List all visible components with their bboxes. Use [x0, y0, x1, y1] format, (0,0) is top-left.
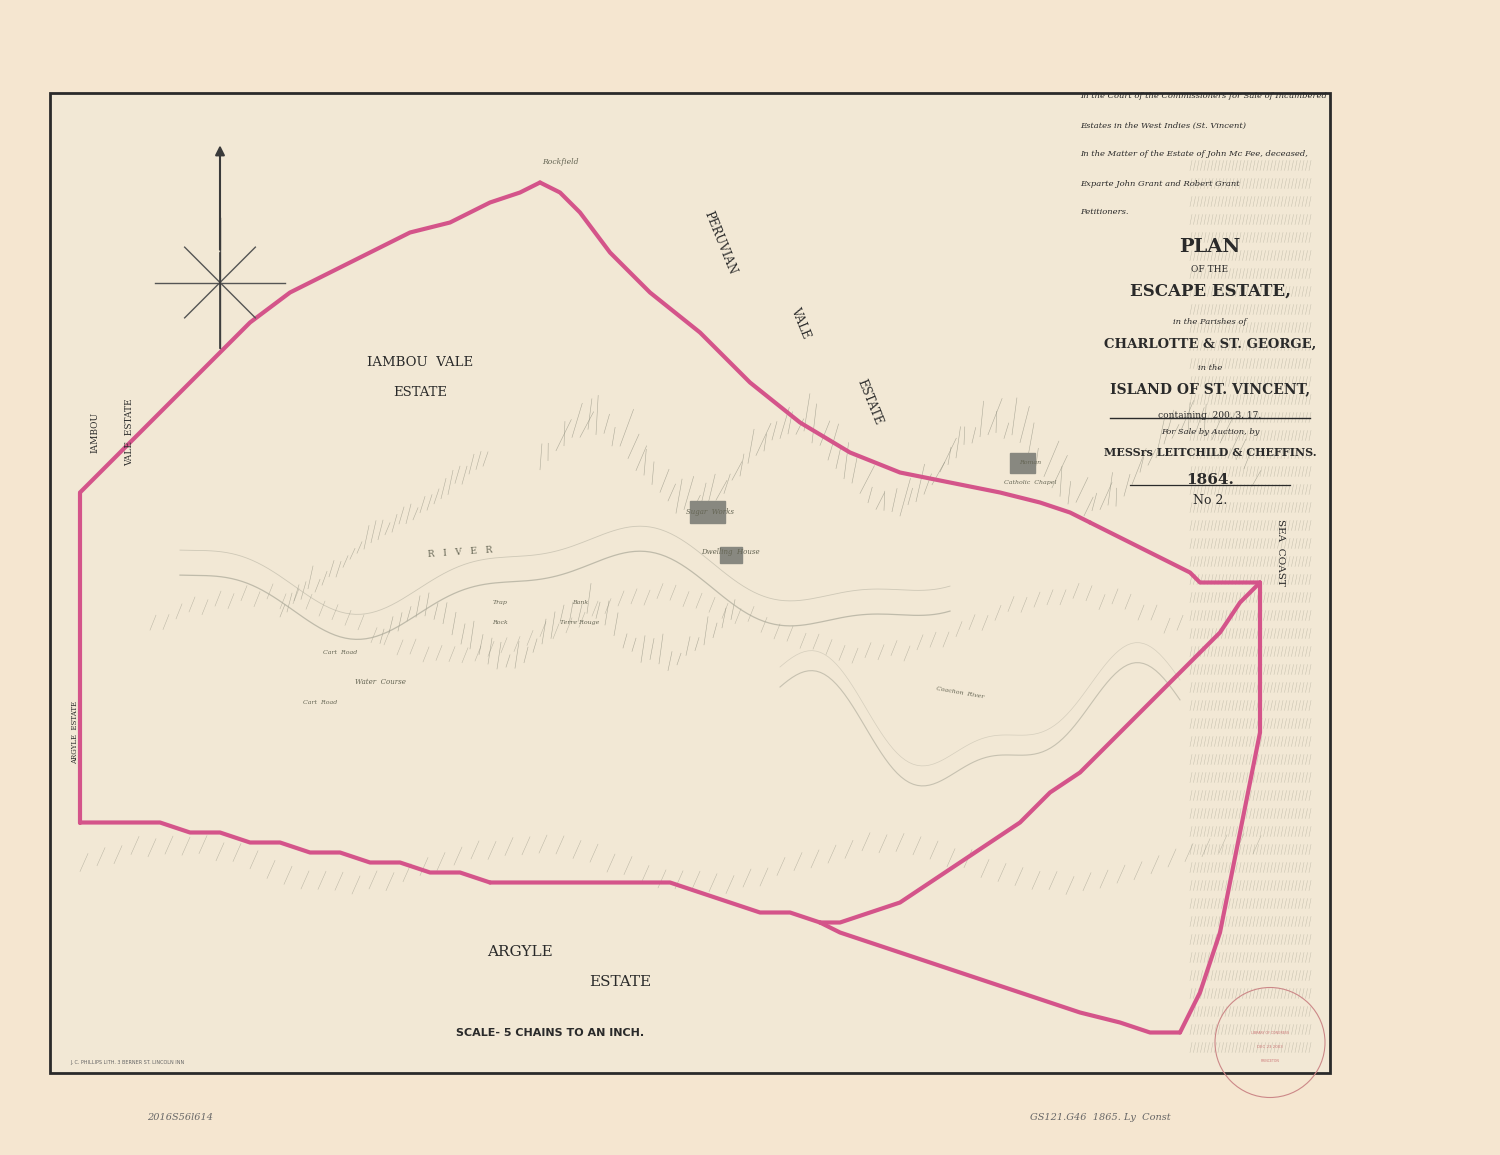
- Text: SCALE- 5 CHAINS TO AN INCH.: SCALE- 5 CHAINS TO AN INCH.: [456, 1028, 644, 1037]
- Text: Rock: Rock: [492, 620, 508, 625]
- Text: CHARLOTTE & ST. GEORGE,: CHARLOTTE & ST. GEORGE,: [1104, 337, 1316, 350]
- Text: IAMBOU  VALE: IAMBOU VALE: [368, 356, 472, 368]
- Text: ESTATE: ESTATE: [855, 378, 885, 427]
- Text: ARGYLE  ESTATE: ARGYLE ESTATE: [70, 701, 80, 765]
- Text: J. C. PHILLIPS LITH. 3 BERNER ST. LINCOLN INN: J. C. PHILLIPS LITH. 3 BERNER ST. LINCOL…: [70, 1060, 184, 1065]
- Text: Trap: Trap: [492, 599, 507, 605]
- Text: LIBRARY OF CONGRESS: LIBRARY OF CONGRESS: [1251, 1030, 1288, 1035]
- FancyBboxPatch shape: [50, 92, 1330, 1073]
- Text: Catholic  Chapel: Catholic Chapel: [1004, 480, 1056, 485]
- Text: 1864.: 1864.: [1186, 472, 1234, 486]
- Text: Cart  Road: Cart Road: [322, 650, 357, 655]
- Text: In the Matter of the Estate of John Mc Fee, deceased,: In the Matter of the Estate of John Mc F…: [1080, 150, 1308, 158]
- Text: 2016S56l614: 2016S56l614: [147, 1113, 213, 1122]
- Text: PRINCETON: PRINCETON: [1260, 1058, 1280, 1063]
- Text: Exparte John Grant and Robert Grant: Exparte John Grant and Robert Grant: [1080, 179, 1239, 187]
- Text: ESTATE: ESTATE: [393, 386, 447, 398]
- Text: PLAN: PLAN: [1179, 238, 1240, 255]
- Bar: [1010, 453, 1035, 472]
- Text: Coachon  River: Coachon River: [936, 686, 984, 699]
- Bar: [690, 500, 724, 522]
- Text: Bank: Bank: [572, 599, 588, 605]
- Text: ISLAND OF ST. VINCENT,: ISLAND OF ST. VINCENT,: [1110, 382, 1310, 396]
- Text: containing  200. 3. 17.: containing 200. 3. 17.: [1158, 410, 1262, 419]
- Text: in the: in the: [1198, 365, 1222, 373]
- Text: VALE: VALE: [788, 305, 812, 340]
- Text: ESTATE: ESTATE: [590, 976, 651, 990]
- Bar: [720, 546, 742, 562]
- Text: Petitioners.: Petitioners.: [1080, 209, 1128, 216]
- Text: Rockfield: Rockfield: [542, 158, 579, 166]
- Text: In the Court of the Commissioners for Sale of Incumbered: In the Court of the Commissioners for Sa…: [1080, 92, 1328, 100]
- Text: DEC 23 2003: DEC 23 2003: [1257, 1045, 1282, 1050]
- Text: MESSrs LEITCHILD & CHEFFINS.: MESSrs LEITCHILD & CHEFFINS.: [1104, 447, 1317, 459]
- Text: Sugar  Works: Sugar Works: [686, 508, 734, 516]
- Text: Water  Course: Water Course: [354, 678, 405, 686]
- Text: For Sale by Auction, by: For Sale by Auction, by: [1161, 427, 1260, 435]
- Text: Terre Rouge: Terre Rouge: [561, 620, 600, 625]
- Text: GS121.G46  1865. Ly  Const: GS121.G46 1865. Ly Const: [1029, 1113, 1170, 1122]
- Text: SEA  COAST: SEA COAST: [1275, 519, 1284, 586]
- Text: OF THE: OF THE: [1191, 264, 1228, 274]
- Text: VALE  ESTATE: VALE ESTATE: [126, 398, 135, 467]
- Text: ARGYLE: ARGYLE: [488, 946, 554, 960]
- Text: Estates in the West Indies (St. Vincent): Estates in the West Indies (St. Vincent): [1080, 121, 1246, 129]
- Text: in the Parishes of: in the Parishes of: [1173, 318, 1246, 326]
- Text: No 2.: No 2.: [1192, 494, 1227, 507]
- Text: Roman: Roman: [1019, 460, 1041, 465]
- Text: Dwelling  House: Dwelling House: [700, 549, 759, 557]
- Text: IAMBOU: IAMBOU: [90, 412, 99, 453]
- Text: ESCAPE ESTATE,: ESCAPE ESTATE,: [1130, 283, 1290, 299]
- Text: PERUVIAN: PERUVIAN: [702, 209, 738, 276]
- Text: Cart  Road: Cart Road: [303, 700, 338, 705]
- Text: R   I   V   E   R: R I V E R: [427, 546, 492, 559]
